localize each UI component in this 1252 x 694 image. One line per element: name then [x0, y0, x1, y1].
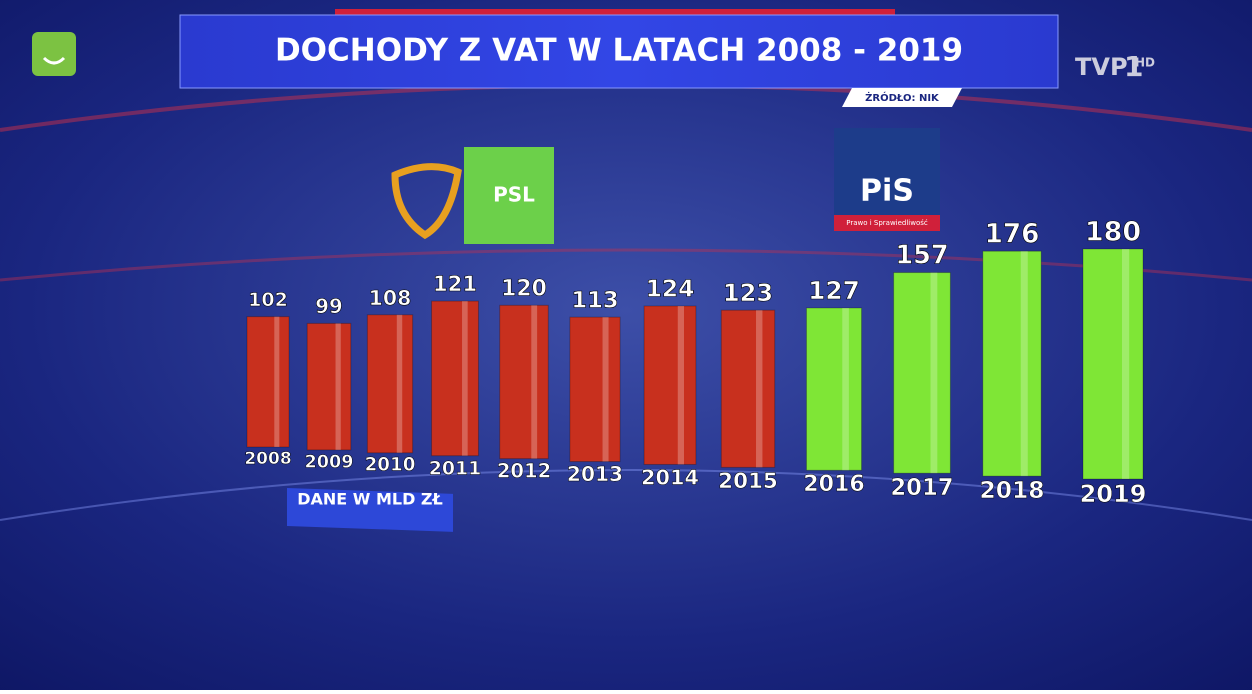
app-icon[interactable]	[32, 32, 76, 76]
pis-sub: Prawo i Sprawiedliwość	[846, 219, 928, 227]
bar-shine	[602, 317, 609, 462]
value-label: 176	[985, 220, 1040, 250]
bar	[306, 322, 352, 451]
x-tick-label: 2011	[429, 457, 482, 479]
unit-box	[287, 488, 453, 532]
bar	[366, 314, 414, 454]
x-tick-label: 2014	[641, 466, 699, 490]
bar	[805, 307, 863, 471]
bar-shine	[930, 272, 938, 474]
x-tick-label: 2010	[365, 455, 416, 476]
value-label: 99	[315, 295, 342, 318]
bar-shine	[335, 323, 341, 450]
value-label: 102	[248, 289, 288, 311]
psl-logo	[464, 147, 554, 244]
po-logo	[391, 163, 462, 240]
bar	[643, 305, 697, 465]
x-tick-label: 2015	[718, 469, 778, 494]
bar	[431, 300, 479, 457]
channel-number: 1	[1124, 50, 1143, 83]
bar	[893, 272, 951, 474]
pis-label: PiS	[860, 174, 914, 209]
bar-shine	[274, 316, 280, 447]
value-label: 124	[646, 275, 695, 303]
icon-smile	[42, 56, 66, 65]
deco-line	[0, 248, 1252, 282]
x-tick-label: 2018	[979, 476, 1044, 504]
bar-shine	[756, 310, 763, 468]
bar-shine	[531, 305, 538, 459]
bar	[499, 304, 549, 460]
unit-note: DANE W MLD ZŁ	[297, 490, 443, 509]
hd-logo: HD	[1135, 56, 1155, 70]
value-label: 120	[501, 276, 547, 301]
deco-line	[0, 469, 1252, 521]
bar	[982, 250, 1042, 477]
bar-shine	[462, 301, 468, 456]
bar-shine	[396, 314, 403, 453]
bar	[246, 316, 290, 448]
bar-shine	[1020, 251, 1028, 477]
source: ŻRÓDŁO: NIK	[865, 90, 940, 104]
banner-accent	[335, 9, 895, 15]
pis-band	[834, 215, 940, 231]
x-tick-label: 2009	[304, 452, 353, 472]
value-label: 121	[433, 271, 477, 296]
bar-shine	[842, 307, 849, 471]
value-label: 180	[1085, 217, 1141, 248]
plot: 102 2008 99 2009 108 2010 121 2011 120 2012 113 201…	[244, 216, 1147, 508]
bar	[1082, 248, 1144, 480]
value-label: 108	[369, 286, 412, 310]
x-tick-label: 2013	[567, 462, 623, 486]
bar	[720, 309, 776, 468]
value-label: 123	[723, 279, 773, 307]
title-banner	[179, 14, 1059, 89]
value-label: 113	[571, 288, 618, 314]
x-tick-label: 2019	[1080, 480, 1147, 508]
chart-title: DOCHODY Z VAT W LATACH 2008 - 2019	[275, 33, 963, 69]
value-label: 127	[808, 276, 860, 305]
x-tick-label: 2008	[244, 449, 291, 469]
x-tick-label: 2012	[497, 460, 551, 483]
bar-shine	[677, 306, 684, 465]
source-box	[842, 88, 962, 107]
bar	[569, 316, 621, 463]
x-tick-label: 2017	[890, 475, 953, 501]
bar-shine	[1122, 249, 1130, 479]
channel-logo: TVP	[1075, 53, 1128, 81]
x-tick-label: 2016	[803, 471, 864, 497]
psl-label: PSL	[493, 183, 535, 207]
pis-logo	[834, 128, 940, 231]
value-label: 157	[895, 241, 948, 271]
